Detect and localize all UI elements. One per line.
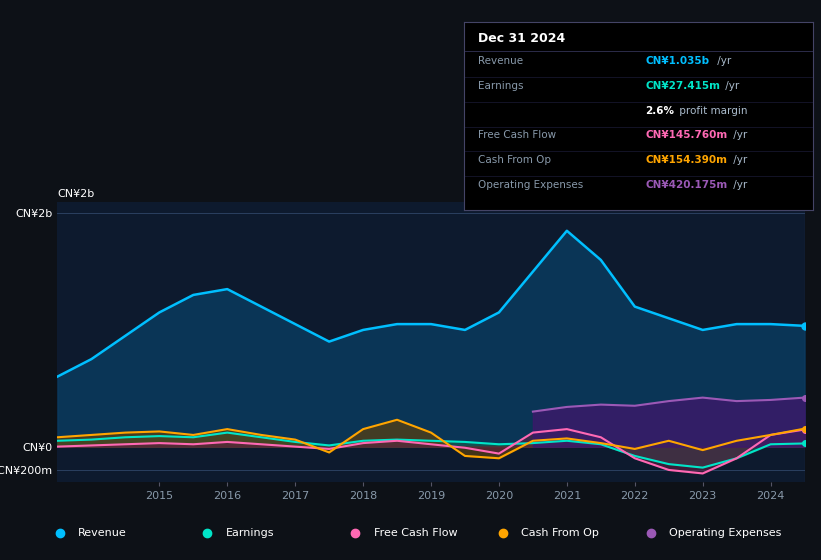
Text: Operating Expenses: Operating Expenses	[478, 180, 583, 190]
Text: Earnings: Earnings	[226, 529, 274, 538]
Text: Free Cash Flow: Free Cash Flow	[478, 130, 556, 140]
Text: CN¥1.035b: CN¥1.035b	[645, 56, 709, 66]
Text: Free Cash Flow: Free Cash Flow	[374, 529, 457, 538]
Text: profit margin: profit margin	[676, 106, 747, 115]
Text: Cash From Op: Cash From Op	[478, 155, 551, 165]
Text: /yr: /yr	[730, 180, 747, 190]
Text: /yr: /yr	[730, 155, 747, 165]
Text: /yr: /yr	[722, 81, 740, 91]
Text: CN¥145.760m: CN¥145.760m	[645, 130, 727, 140]
Text: /yr: /yr	[730, 130, 747, 140]
Text: Operating Expenses: Operating Expenses	[669, 529, 782, 538]
Text: Revenue: Revenue	[78, 529, 126, 538]
Text: 2.6%: 2.6%	[645, 106, 674, 115]
Text: CN¥2b: CN¥2b	[57, 189, 94, 199]
Text: Cash From Op: Cash From Op	[521, 529, 599, 538]
Text: /yr: /yr	[714, 56, 732, 66]
Text: Dec 31 2024: Dec 31 2024	[478, 32, 565, 45]
Text: CN¥27.415m: CN¥27.415m	[645, 81, 720, 91]
Text: CN¥420.175m: CN¥420.175m	[645, 180, 727, 190]
Text: CN¥154.390m: CN¥154.390m	[645, 155, 727, 165]
Text: Revenue: Revenue	[478, 56, 523, 66]
Text: Earnings: Earnings	[478, 81, 523, 91]
